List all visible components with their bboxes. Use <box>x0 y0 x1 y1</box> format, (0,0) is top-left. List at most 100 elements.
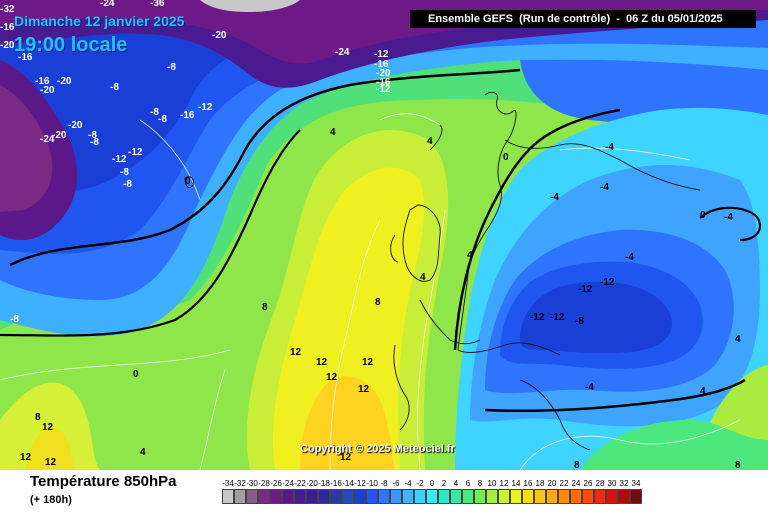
lead-time: (+ 180h) <box>30 494 72 506</box>
legend-tick-label: 18 <box>535 479 545 488</box>
legend-tick-label: -12 <box>354 479 366 488</box>
isotherm-label: 8 <box>574 460 580 470</box>
legend-cell: -6 <box>390 478 402 508</box>
isotherm-label: -20 <box>57 76 72 87</box>
legend-swatch <box>510 489 522 504</box>
forecast-date: Dimanche 12 janvier 2025 <box>14 13 185 29</box>
isotherm-label: 4 <box>420 272 426 283</box>
legend-cell: 24 <box>570 478 582 508</box>
isotherm-label: 12 <box>20 452 32 463</box>
legend-swatch <box>582 489 594 504</box>
isotherm-label: -12 <box>530 312 545 323</box>
isotherm-label: -20 <box>40 85 55 96</box>
isotherm-label: 4 <box>700 386 706 397</box>
legend-swatch <box>630 489 642 504</box>
legend-swatch <box>534 489 546 504</box>
isotherm-label: -8 <box>120 167 129 178</box>
legend-swatch <box>234 489 246 504</box>
isotherm-label: -16 <box>35 76 50 87</box>
isotherm-label: -24 <box>100 0 115 9</box>
legend-cell: -20 <box>306 478 318 508</box>
legend-tick-label: -24 <box>282 479 294 488</box>
legend-swatch <box>486 489 498 504</box>
legend-swatch <box>330 489 342 504</box>
isotherm-label: -4 <box>600 182 609 193</box>
isotherm-label: 0 <box>700 210 706 221</box>
isotherm-label: -12 <box>578 284 593 295</box>
legend-swatch <box>282 489 294 504</box>
legend-cell: 32 <box>618 478 630 508</box>
isotherm-label: -8 <box>575 316 584 327</box>
isotherm-label: -20 <box>68 120 83 131</box>
isotherm-label: 4 <box>427 136 433 147</box>
legend-swatch <box>618 489 630 504</box>
isotherm-label: -4 <box>724 212 733 223</box>
run-info-bar: Ensemble GEFS (Run de contrôle) - 06 Z d… <box>410 10 756 28</box>
isotherm-label: -36 <box>150 0 165 9</box>
legend-swatch <box>546 489 558 504</box>
legend-cell: -16 <box>330 478 342 508</box>
legend-swatch <box>462 489 474 504</box>
legend-swatch <box>270 489 282 504</box>
legend-cell: 30 <box>606 478 618 508</box>
isotherm-label: -4 <box>550 192 559 203</box>
legend-tick-label: 30 <box>607 479 617 488</box>
legend-cell: -30 <box>246 478 258 508</box>
isotherm-label: 12 <box>362 357 374 368</box>
legend-swatch <box>378 489 390 504</box>
legend-cell: 12 <box>498 478 510 508</box>
legend-cell: -32 <box>234 478 246 508</box>
isotherm-label: -12 <box>600 277 615 288</box>
legend-cell: 8 <box>474 478 486 508</box>
copyright-notice: Copyright © 2025 Meteociel.fr <box>300 443 455 455</box>
legend-swatch <box>294 489 306 504</box>
legend-tick-label: -20 <box>306 479 318 488</box>
legend-tick-label: 2 <box>441 479 447 488</box>
legend-swatch <box>366 489 378 504</box>
isotherm-label: 12 <box>326 372 338 383</box>
isotherm-label: -4 <box>605 142 614 153</box>
legend-swatch <box>414 489 426 504</box>
legend-tick-label: -34 <box>222 479 234 488</box>
legend-tick-label: 8 <box>477 479 483 488</box>
isotherm-label: 0 <box>185 176 191 187</box>
legend-swatch <box>522 489 534 504</box>
isotherm-label: -24 <box>40 134 55 145</box>
legend-swatch <box>306 489 318 504</box>
legend-cell: -14 <box>342 478 354 508</box>
isotherm-label: 12 <box>290 347 302 358</box>
legend-swatch <box>474 489 486 504</box>
isotherm-label: 12 <box>42 422 54 433</box>
legend-swatch <box>558 489 570 504</box>
legend-cell: 10 <box>486 478 498 508</box>
isotherm-label: 12 <box>358 384 370 395</box>
color-scale-legend: -34 -32 -30 -28 -26 -24 -22 -20 -18 -16 -14 -12 -10-… <box>222 478 642 508</box>
legend-cell: 20 <box>546 478 558 508</box>
isotherm-label: -4 <box>625 252 634 263</box>
isotherm-label: -8 <box>110 82 119 93</box>
legend-swatch <box>258 489 270 504</box>
legend-tick-label: -8 <box>380 479 388 488</box>
isotherm-label: -20 <box>212 30 227 41</box>
legend-cell: 18 <box>534 478 546 508</box>
legend-tick-label: 32 <box>619 479 629 488</box>
isotherm-label: 8 <box>735 460 741 470</box>
legend-tick-label: -28 <box>258 479 270 488</box>
isotherm-label: -12 <box>376 84 391 95</box>
legend-swatch <box>498 489 510 504</box>
isotherm-label: -12 <box>128 147 143 158</box>
legend-tick-label: 34 <box>631 479 641 488</box>
legend-tick-label: -22 <box>294 479 306 488</box>
isotherm-label: -12 <box>112 154 127 165</box>
isotherm-label: 0 <box>503 152 509 163</box>
legend-cell: -10 <box>366 478 378 508</box>
isotherm-label: 4 <box>735 334 741 345</box>
isotherm-label: 4 <box>467 250 473 261</box>
isotherm-label: -12 <box>550 312 565 323</box>
parameter-title: Température 850hPa <box>30 473 177 490</box>
legend-cell: 16 <box>522 478 534 508</box>
legend-tick-label: 14 <box>511 479 521 488</box>
legend-swatch <box>318 489 330 504</box>
isotherm-label: -16 <box>0 22 15 33</box>
isotherm-label: -16 <box>374 59 389 70</box>
